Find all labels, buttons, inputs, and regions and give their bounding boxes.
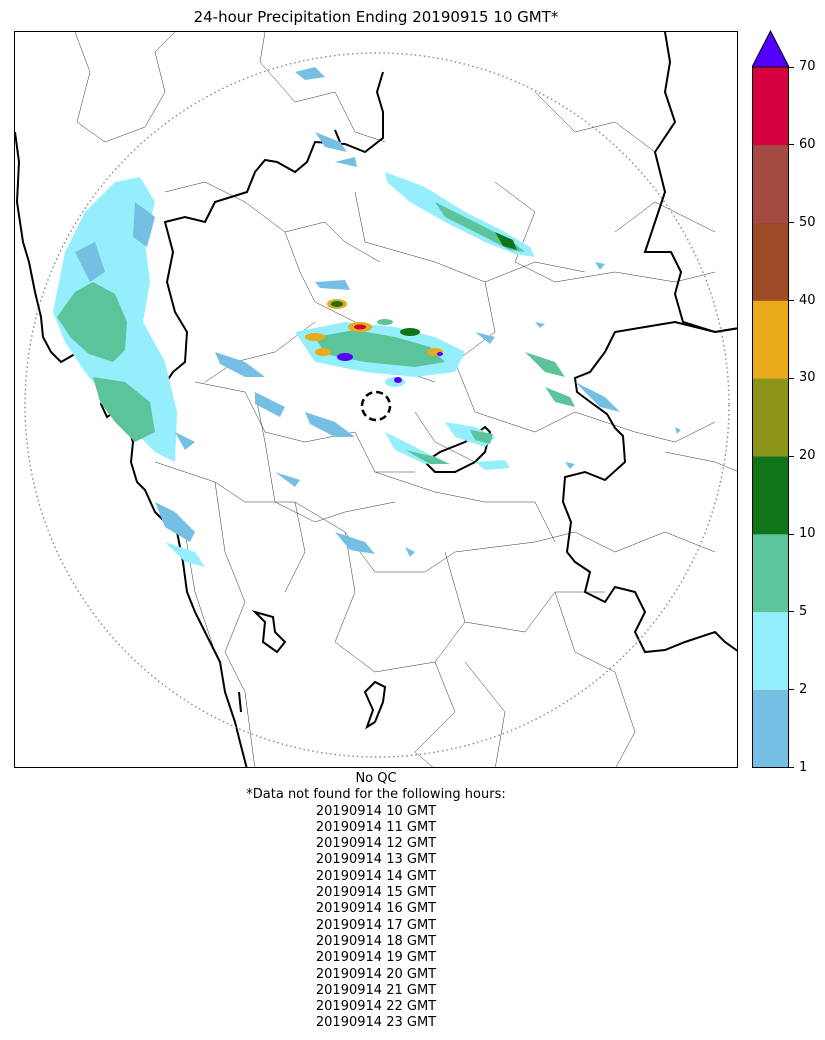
colorbar-segments [752,67,789,768]
colorbar-tick-label: 20 [799,448,816,464]
colorbar-segment [752,300,789,379]
colorbar-tick-label: 40 [799,292,816,308]
map-title: 24-hour Precipitation Ending 20190915 10… [193,8,559,26]
missing-hour-item: 20190914 20 GMT [315,966,437,982]
colorbar-segment [752,222,789,301]
colorbar-tick-mark [789,611,794,613]
missing-hour-item: 20190914 13 GMT [315,852,437,868]
colorbar-tick-mark [789,767,794,768]
colorbar-segment [752,456,789,535]
missing-data-note: *Data not found for the following hours: [246,787,506,803]
radar-site-marker [360,390,392,422]
colorbar-outline [752,66,789,768]
colorbar-extend-arrow [752,30,789,68]
range-ring [24,52,730,758]
colorbar-segment [752,534,789,613]
missing-hour-item: 20190914 19 GMT [315,950,437,966]
missing-hour-item: 20190914 14 GMT [315,868,437,884]
colorbar-tick-mark [789,689,794,691]
colorbar-tick-mark [789,377,794,379]
colorbar-segment [752,67,789,146]
colorbar-tick-mark [789,144,794,146]
missing-hour-item: 20190914 21 GMT [315,982,437,998]
district-borders [74,32,737,767]
missing-hour-item: 20190914 15 GMT [315,885,437,901]
missing-hour-item: 20190914 18 GMT [315,933,437,949]
colorbar-tick-label: 2 [799,681,808,697]
colorbar-tick-mark [789,455,794,457]
colorbar [752,30,789,768]
footer-notes: No QC *Data not found for the following … [0,771,752,1032]
colorbar-tick-label: 1 [799,759,808,775]
precipitation-map [14,31,738,768]
missing-hour-item: 20190914 16 GMT [315,901,437,917]
colorbar-segment [752,689,789,768]
map-canvas [15,32,737,767]
colorbar-tick-mark [789,222,794,224]
colorbar-tick-label: 30 [799,370,816,386]
missing-hour-item: 20190914 11 GMT [315,819,437,835]
colorbar-tick-mark [789,300,794,301]
colorbar-tick-mark [789,66,794,68]
colorbar-tick-label: 50 [799,214,816,230]
colorbar-tick-mark [789,533,794,535]
missing-hour-item: 20190914 12 GMT [315,836,437,852]
colorbar-segment [752,144,789,223]
colorbar-tick-label: 70 [799,59,816,74]
missing-hours-list: 20190914 10 GMT 20190914 11 GMT 20190914 1… [0,804,752,1032]
qc-label: No QC [355,771,397,786]
precipitation-fills [53,67,681,567]
missing-hour-item: 20190914 10 GMT [315,803,437,819]
missing-hour-item: 20190914 23 GMT [315,1015,437,1031]
missing-hour-item: 20190914 17 GMT [315,917,437,933]
colorbar-segment [752,611,789,690]
colorbar-tick-label: 5 [799,603,808,619]
state-borders [15,32,737,767]
colorbar-segment [752,378,789,457]
colorbar-tick-label: 60 [799,136,816,152]
missing-hour-item: 20190914 22 GMT [315,999,437,1015]
colorbar-tick-label: 10 [799,526,816,541]
